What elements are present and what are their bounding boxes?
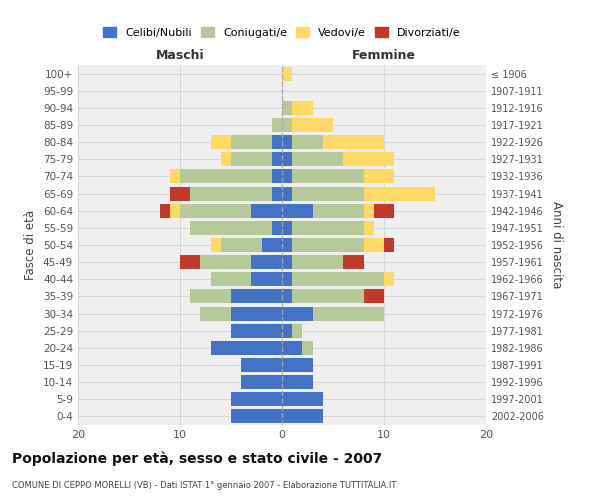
Bar bbox=[364, 186, 435, 200]
Legend: Celibi/Nubili, Coniugati/e, Vedovi/e, Divorziati/e: Celibi/Nubili, Coniugati/e, Vedovi/e, Di… bbox=[100, 24, 464, 41]
Bar bbox=[282, 152, 292, 166]
Bar bbox=[343, 152, 394, 166]
Bar bbox=[282, 324, 292, 338]
Bar bbox=[282, 186, 292, 200]
Bar bbox=[180, 255, 200, 269]
Bar bbox=[364, 238, 384, 252]
Bar bbox=[292, 101, 313, 115]
Bar bbox=[302, 341, 313, 355]
Bar bbox=[231, 290, 282, 304]
Bar bbox=[292, 186, 364, 200]
Bar bbox=[272, 221, 282, 235]
Bar bbox=[384, 238, 394, 252]
Bar bbox=[272, 170, 282, 183]
Bar bbox=[170, 186, 190, 200]
Bar bbox=[170, 170, 180, 183]
Bar bbox=[292, 152, 343, 166]
Bar bbox=[180, 204, 251, 218]
Bar bbox=[282, 306, 313, 320]
Bar bbox=[364, 221, 374, 235]
Bar bbox=[384, 272, 394, 286]
Bar bbox=[211, 238, 221, 252]
Bar bbox=[200, 306, 231, 320]
Bar bbox=[282, 410, 323, 424]
Bar bbox=[292, 324, 302, 338]
Bar bbox=[200, 255, 251, 269]
Bar bbox=[374, 204, 394, 218]
Bar bbox=[190, 290, 231, 304]
Bar bbox=[282, 341, 302, 355]
Bar bbox=[231, 152, 272, 166]
Bar bbox=[211, 341, 282, 355]
Bar bbox=[211, 135, 231, 149]
Bar bbox=[292, 290, 364, 304]
Bar bbox=[282, 101, 292, 115]
Bar bbox=[282, 272, 292, 286]
Bar bbox=[282, 135, 292, 149]
Bar bbox=[282, 238, 292, 252]
Bar bbox=[292, 118, 333, 132]
Bar bbox=[231, 135, 272, 149]
Bar bbox=[251, 272, 282, 286]
Y-axis label: Anni di nascita: Anni di nascita bbox=[550, 202, 563, 288]
Bar bbox=[211, 272, 251, 286]
Bar bbox=[272, 186, 282, 200]
Bar bbox=[364, 170, 394, 183]
Text: COMUNE DI CEPPO MORELLI (VB) - Dati ISTAT 1° gennaio 2007 - Elaborazione TUTTITA: COMUNE DI CEPPO MORELLI (VB) - Dati ISTA… bbox=[12, 480, 397, 490]
Bar bbox=[282, 204, 313, 218]
Bar bbox=[282, 66, 292, 80]
Bar bbox=[262, 238, 282, 252]
Bar bbox=[282, 290, 292, 304]
Bar bbox=[343, 255, 364, 269]
Bar bbox=[282, 255, 292, 269]
Bar bbox=[231, 392, 282, 406]
Text: Maschi: Maschi bbox=[155, 48, 205, 62]
Bar bbox=[251, 204, 282, 218]
Bar bbox=[292, 272, 384, 286]
Bar bbox=[231, 324, 282, 338]
Bar bbox=[313, 204, 364, 218]
Bar bbox=[282, 170, 292, 183]
Bar bbox=[292, 255, 343, 269]
Bar bbox=[292, 170, 364, 183]
Bar bbox=[231, 306, 282, 320]
Bar bbox=[323, 135, 384, 149]
Bar bbox=[282, 118, 292, 132]
Bar bbox=[272, 152, 282, 166]
Bar bbox=[241, 375, 282, 389]
Bar bbox=[170, 204, 180, 218]
Bar bbox=[190, 186, 272, 200]
Bar bbox=[272, 135, 282, 149]
Bar bbox=[190, 221, 272, 235]
Bar bbox=[282, 392, 323, 406]
Bar bbox=[272, 118, 282, 132]
Bar bbox=[313, 306, 384, 320]
Bar bbox=[241, 358, 282, 372]
Bar bbox=[292, 238, 364, 252]
Bar bbox=[282, 358, 313, 372]
Bar bbox=[282, 221, 292, 235]
Bar bbox=[221, 152, 231, 166]
Bar bbox=[231, 410, 282, 424]
Bar bbox=[180, 170, 272, 183]
Y-axis label: Fasce di età: Fasce di età bbox=[25, 210, 37, 280]
Bar bbox=[292, 135, 323, 149]
Bar bbox=[160, 204, 170, 218]
Bar bbox=[364, 290, 384, 304]
Bar bbox=[221, 238, 262, 252]
Text: Popolazione per età, sesso e stato civile - 2007: Popolazione per età, sesso e stato civil… bbox=[12, 451, 382, 466]
Bar bbox=[292, 221, 364, 235]
Text: Femmine: Femmine bbox=[352, 48, 416, 62]
Bar bbox=[251, 255, 282, 269]
Bar bbox=[364, 204, 374, 218]
Bar bbox=[282, 375, 313, 389]
